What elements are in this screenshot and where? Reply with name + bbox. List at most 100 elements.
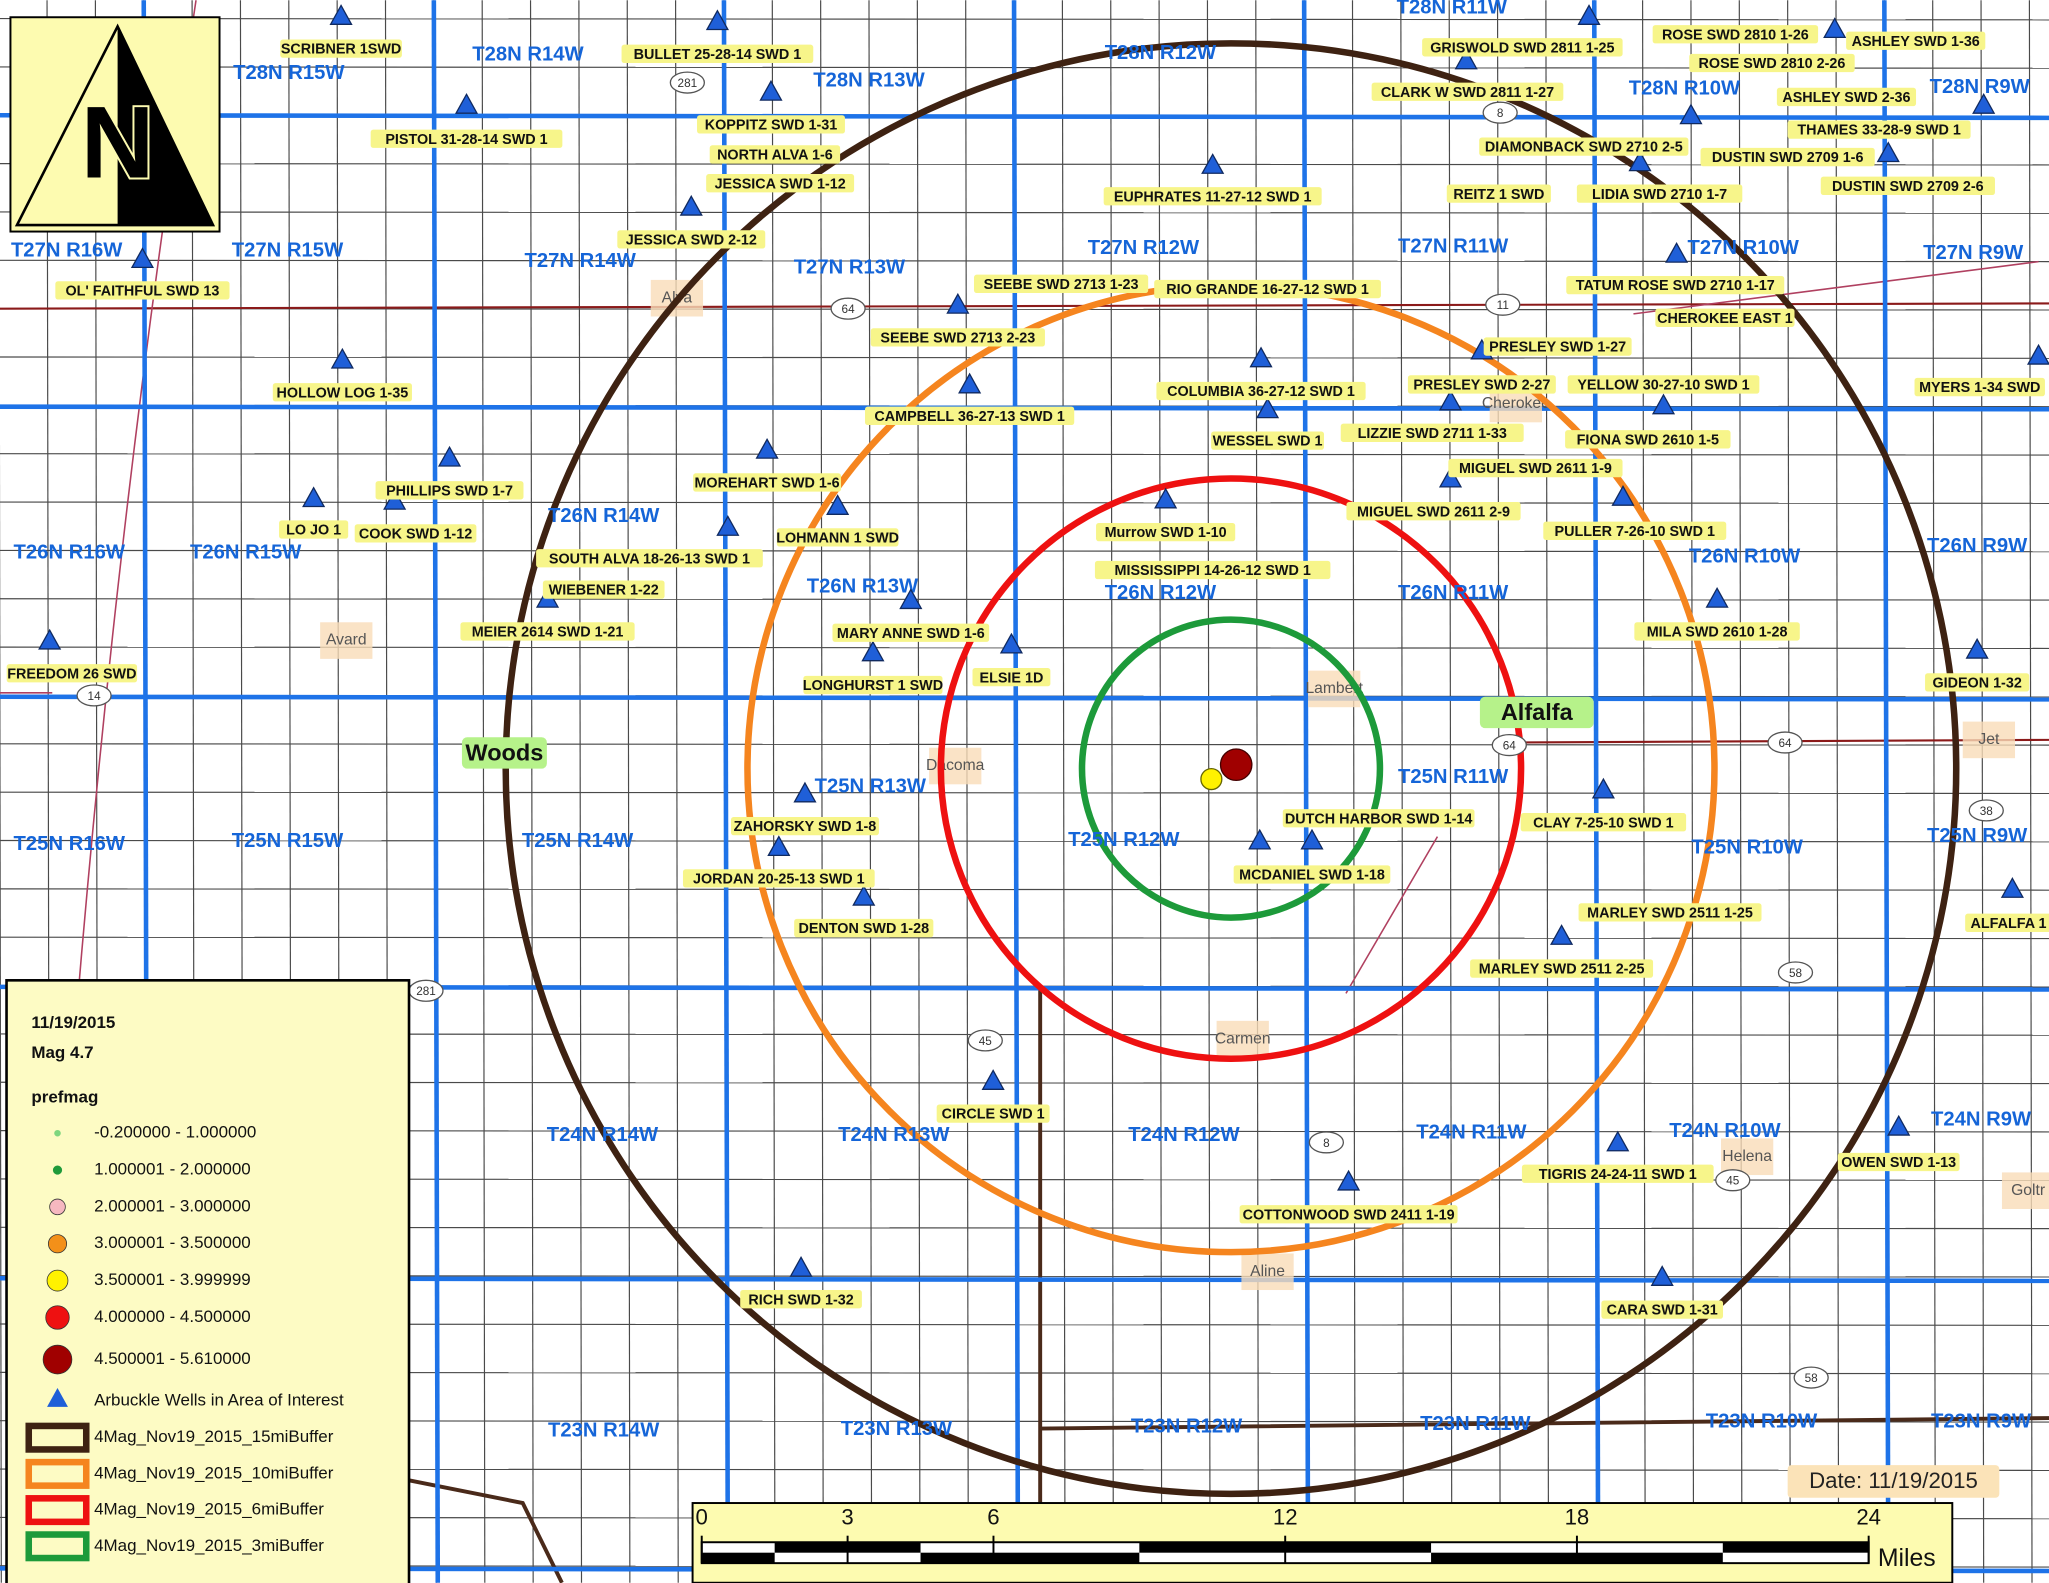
legend-date: 11/19/2015 bbox=[31, 1013, 115, 1032]
well-label-bg bbox=[693, 473, 842, 492]
well-marker bbox=[1665, 241, 1689, 263]
town-area bbox=[1721, 1138, 1774, 1176]
well-marker bbox=[755, 437, 779, 459]
township-label: T27N R12W bbox=[1088, 237, 1200, 259]
section-line bbox=[675, 0, 679, 1583]
township-label: T23N R13W bbox=[841, 1418, 953, 1440]
scale-tick-label: 12 bbox=[1273, 1505, 1298, 1530]
well-label: KOPPITZ SWD 1-31 bbox=[705, 118, 837, 134]
legend-label: -0.200000 - 1.000000 bbox=[94, 1123, 256, 1142]
well-label: CLARK W SWD 2811 1-27 bbox=[1381, 85, 1554, 101]
legend-label: 4Mag_Nov19_2015_10miBuffer bbox=[94, 1463, 334, 1482]
well-label-bg bbox=[1521, 1164, 1714, 1183]
section-line bbox=[916, 0, 921, 1583]
well-marker bbox=[1606, 1130, 1630, 1152]
well-label-bg bbox=[1776, 87, 1917, 107]
scale-tick-label: 6 bbox=[987, 1505, 999, 1530]
township-label: T26N R15W bbox=[190, 541, 302, 563]
highway-label: 38 bbox=[1980, 805, 1994, 818]
scale-segment bbox=[1722, 1542, 1869, 1553]
well-marker bbox=[383, 488, 407, 510]
well-label: NORTH ALVA 1-6 bbox=[717, 148, 833, 164]
highway-shield bbox=[1485, 293, 1521, 316]
date-label-bg bbox=[1787, 1465, 2000, 1498]
well-label-bg bbox=[972, 668, 1051, 687]
section-line bbox=[1206, 0, 1211, 1583]
well-label-bg bbox=[1837, 1152, 1960, 1172]
legend-well-marker bbox=[47, 1388, 68, 1407]
well-label-bg bbox=[1689, 53, 1855, 73]
well-label: RIO GRANDE 16-27-12 SWD 1 bbox=[1166, 282, 1369, 298]
well-label-bg bbox=[279, 520, 349, 539]
well-marker bbox=[302, 486, 326, 508]
section-line bbox=[529, 0, 534, 1583]
well-marker bbox=[38, 628, 62, 650]
well-label: SEEBE SWD 2713 2-23 bbox=[880, 331, 1035, 347]
well-marker bbox=[1248, 828, 1272, 850]
township-label: T25N R10W bbox=[1691, 837, 1803, 859]
well-label: DUTCH HARBOR SWD 1-14 bbox=[1285, 811, 1472, 827]
well-label: YELLOW 30-27-10 SWD 1 bbox=[1577, 378, 1749, 394]
well-label: FREEDOM 26 SWD bbox=[7, 666, 136, 682]
well-marker bbox=[1337, 1169, 1361, 1191]
well-marker bbox=[793, 781, 817, 803]
county-label-bg bbox=[461, 737, 547, 769]
well-marker bbox=[1591, 777, 1615, 799]
legend-label: 4Mag_Nov19_2015_6miBuffer bbox=[94, 1500, 324, 1519]
well-label-bg bbox=[1543, 521, 1727, 540]
well-label: RICH SWD 1-32 bbox=[748, 1292, 853, 1308]
township-label: T25N R9W bbox=[1927, 825, 2028, 847]
well-label: EUPHRATES 11-27-12 SWD 1 bbox=[1114, 189, 1312, 205]
well-marker bbox=[679, 194, 703, 216]
scale-segment bbox=[1285, 1542, 1432, 1553]
section-line bbox=[1787, 0, 1791, 1583]
well-marker bbox=[454, 92, 479, 114]
highway-shield bbox=[669, 71, 705, 94]
well-label-bg bbox=[1483, 337, 1632, 356]
well-label-bg bbox=[1566, 275, 1785, 295]
well-label: BULLET 25-28-14 SWD 1 bbox=[634, 47, 802, 63]
well-label: CIRCLE SWD 1 bbox=[942, 1107, 1045, 1123]
scale-unit: Miles bbox=[1878, 1545, 1936, 1572]
legend-swatch bbox=[45, 1305, 70, 1330]
buffer-ring bbox=[937, 475, 1525, 1062]
well-label-bg bbox=[536, 549, 763, 568]
section-line bbox=[1738, 0, 1743, 1583]
well-marker bbox=[1249, 346, 1273, 368]
township-label: T25N R11W bbox=[1398, 766, 1509, 788]
highway-label: 58 bbox=[1805, 1372, 1819, 1385]
township-label: T28N R9W bbox=[1930, 76, 2031, 98]
well-marker bbox=[1300, 828, 1324, 850]
well-marker bbox=[1972, 92, 1996, 114]
well-label: TIGRIS 24-24-11 SWD 1 bbox=[1539, 1167, 1697, 1183]
town-label: Helena bbox=[1722, 1148, 1772, 1165]
township-label: T27N R9W bbox=[1923, 242, 2024, 264]
well-label-bg bbox=[1422, 38, 1623, 57]
highway-shield bbox=[967, 1029, 1003, 1052]
well-label: JESSICA SWD 1-12 bbox=[715, 176, 846, 192]
well-label: MYERS 1-34 SWD bbox=[1919, 380, 2040, 396]
date-label: Date: 11/19/2015 bbox=[1809, 1468, 1978, 1493]
well-label: MISSISSIPPI 14-26-12 SWD 1 bbox=[1115, 563, 1311, 579]
legend-swatch bbox=[47, 1234, 68, 1254]
town-label: Aline bbox=[1250, 1263, 1285, 1280]
well-label-bg bbox=[1282, 809, 1475, 828]
section-line bbox=[1496, 0, 1501, 1583]
well-marker bbox=[1965, 637, 1989, 659]
highway-shield bbox=[1968, 799, 2004, 822]
scale-segment bbox=[847, 1542, 921, 1553]
well-label: MIGUEL SWD 2611 1-9 bbox=[1459, 461, 1612, 477]
well-marker bbox=[1679, 103, 1703, 125]
well-label-bg bbox=[1576, 184, 1743, 203]
well-label-bg bbox=[682, 869, 875, 888]
highway-shield bbox=[830, 297, 866, 320]
well-label-bg bbox=[1601, 1300, 1724, 1319]
scale-segment bbox=[920, 1552, 994, 1564]
highway-shield bbox=[1767, 731, 1803, 754]
well-label-bg bbox=[936, 1104, 1050, 1123]
section-line bbox=[1255, 0, 1259, 1583]
well-label: ZAHORSKY SWD 1-8 bbox=[734, 819, 877, 835]
legend-swatch bbox=[54, 1129, 61, 1137]
